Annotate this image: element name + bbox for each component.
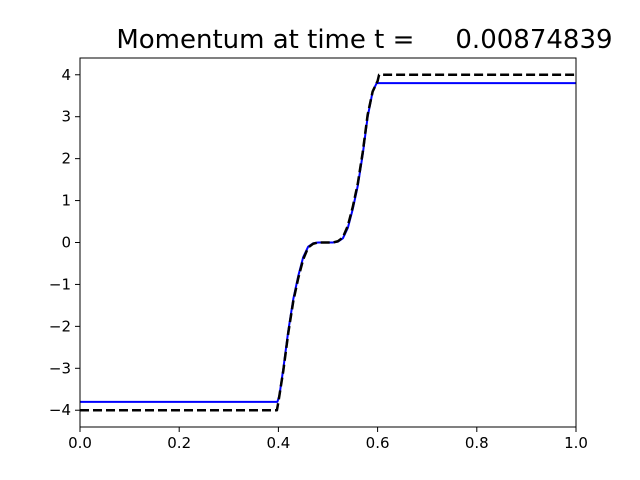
x-tick-label: 0.0 (68, 434, 92, 452)
x-tick-label: 1.0 (564, 434, 588, 452)
chart-title-value: 0.00874839 (455, 25, 612, 55)
series-layer (80, 73, 576, 412)
y-tick-label: 0 (61, 234, 71, 252)
y-tick-label: −2 (49, 317, 71, 335)
y-tick-label: 4 (61, 66, 71, 84)
y-tick-label: 1 (61, 192, 71, 210)
x-tick-label: 0.4 (266, 434, 290, 452)
y-tick-label: −3 (49, 359, 71, 377)
x-tick-label: 0.6 (366, 434, 390, 452)
y-tick-label: −4 (49, 401, 71, 419)
series-line-2 (80, 73, 576, 412)
y-tick-label: 2 (61, 150, 71, 168)
x-tick-label: 0.2 (167, 434, 191, 452)
y-tick-label: −1 (49, 275, 71, 293)
y-axis: −4 −3 −2 −1 0 1 2 3 4 (49, 66, 80, 419)
y-tick-label: 3 (61, 108, 71, 126)
x-axis: 0.0 0.2 0.4 0.6 0.8 1.0 (68, 427, 588, 452)
x-tick-label: 0.8 (465, 434, 489, 452)
chart-title: Momentum at time t = 0.00874839 (75, 25, 637, 55)
chart-title-text: Momentum at time t = (116, 25, 414, 55)
